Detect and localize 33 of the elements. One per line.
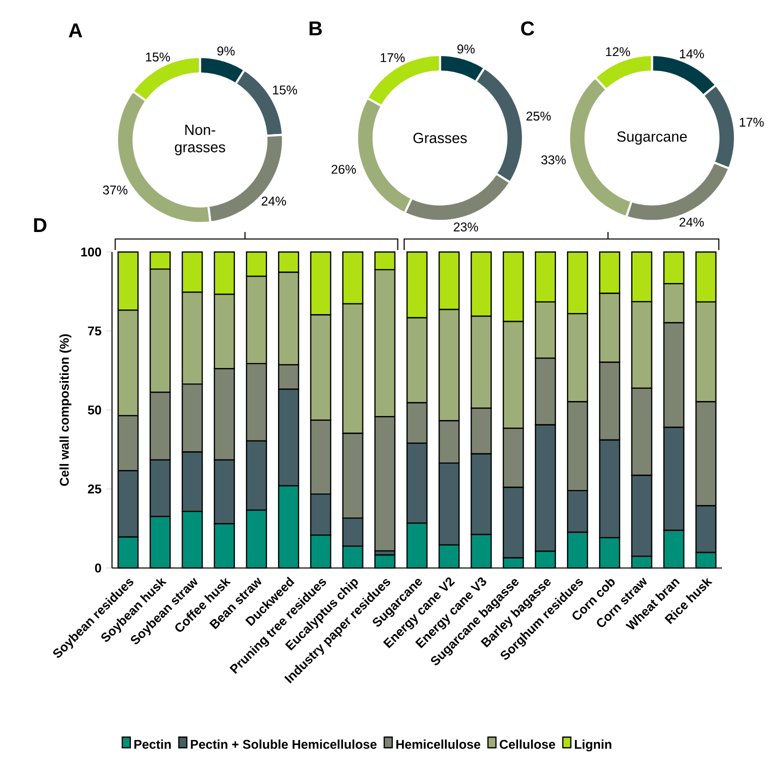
- chart-title: D: [34, 218, 46, 232]
- legend-label: Cellulose: [500, 740, 556, 749]
- chart-title: C: [521, 21, 534, 36]
- y-axis-title: Cell wall composition (%): [60, 334, 72, 486]
- data-label: 9%: [457, 44, 475, 54]
- data-label: 33%: [541, 155, 566, 164]
- data-label: 37%: [102, 186, 128, 194]
- data-label: 24%: [262, 196, 286, 206]
- data-label: 15%: [273, 86, 298, 94]
- text: Non-grasses: [174, 124, 226, 156]
- data-label: 26%: [332, 164, 356, 174]
- legend-label: Lignin: [574, 740, 612, 752]
- chart-title: A: [68, 24, 82, 38]
- y-tick-label: 0: [95, 564, 102, 572]
- chart-title: B: [310, 22, 322, 36]
- data-label: 23%: [454, 222, 478, 232]
- y-tick-label: 50: [88, 406, 102, 414]
- legend-label: Pectin + Soluble Hemicellulose: [190, 740, 377, 749]
- data-label: 15%: [146, 52, 170, 62]
- legend-label: Pectin: [134, 740, 171, 749]
- text: Grasses: [413, 132, 467, 144]
- data-label: 24%: [680, 218, 704, 227]
- data-label: 14%: [680, 49, 704, 58]
- legend-label: Hemicellulose: [396, 740, 480, 749]
- data-label: 25%: [526, 112, 551, 121]
- text: Sugarcane: [617, 131, 687, 145]
- y-tick-label: 25: [88, 484, 102, 494]
- data-label: 12%: [606, 47, 630, 56]
- y-tick-label: 100: [81, 248, 102, 256]
- data-label: 17%: [380, 53, 405, 62]
- data-label: 17%: [740, 118, 764, 127]
- y-tick-label: 75: [88, 326, 102, 336]
- data-label: 9%: [217, 46, 235, 56]
